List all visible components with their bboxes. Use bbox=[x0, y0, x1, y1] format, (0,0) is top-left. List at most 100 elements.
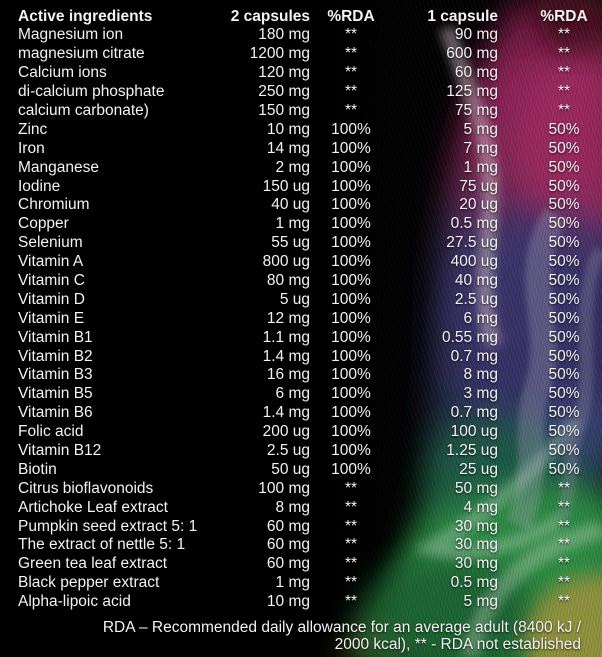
table-row: Iron 14 mg 100% 7 mg 50% bbox=[0, 139, 602, 158]
amount-2-capsules: 40 ug bbox=[271, 196, 310, 214]
rda-1-capsule: ** bbox=[557, 45, 571, 63]
amount-1-capsule: 90 mg bbox=[454, 26, 498, 44]
amount-1-capsule: 0.55 mg bbox=[441, 328, 498, 346]
ingredient-name: Pumpkin seed extract 5: 1 bbox=[18, 517, 198, 535]
ingredient-name: Selenium bbox=[18, 234, 83, 252]
rda-1-capsule: 50% bbox=[548, 253, 580, 271]
rda-1-capsule: 50% bbox=[548, 290, 580, 308]
ingredient-name: Artichoke Leaf extract bbox=[18, 498, 168, 516]
rda-2-capsules: 100% bbox=[331, 442, 371, 460]
rda-footnote-line2: 2000 kcal), ** - RDA not established bbox=[334, 636, 581, 654]
amount-2-capsules: 1200 mg bbox=[249, 45, 310, 63]
ingredient-name: Vitamin B12 bbox=[18, 442, 102, 460]
amount-2-capsules: 2 mg bbox=[275, 158, 310, 176]
rda-2-capsules: ** bbox=[344, 498, 358, 516]
rda-2-capsules: 100% bbox=[331, 347, 371, 365]
rda-1-capsule: 50% bbox=[548, 328, 580, 346]
amount-1-capsule: 1 mg bbox=[463, 158, 498, 176]
table-row: Black pepper extract 1 mg ** 0.5 mg ** bbox=[0, 574, 602, 593]
rda-2-capsules: 100% bbox=[331, 196, 371, 214]
table-row: Vitamin B1 1.1 mg 100% 0.55 mg 50% bbox=[0, 328, 602, 347]
ingredient-name: di-calcium phosphate bbox=[18, 83, 165, 101]
amount-1-capsule: 30 mg bbox=[454, 555, 498, 573]
amount-2-capsules: 250 mg bbox=[258, 83, 310, 101]
table-row: Vitamin D 5 ug 100% 2.5 ug 50% bbox=[0, 290, 602, 309]
table-row: Manganese 2 mg 100% 1 mg 50% bbox=[0, 158, 602, 177]
amount-2-capsules: 50 ug bbox=[271, 460, 310, 478]
amount-2-capsules: 1 mg bbox=[275, 574, 310, 592]
table-row: Vitamin E 12 mg 100% 6 mg 50% bbox=[0, 309, 602, 328]
ingredient-name: Vitamin B1 bbox=[18, 328, 93, 346]
rda-1-capsule: ** bbox=[557, 83, 571, 101]
ingredient-name: Vitamin B5 bbox=[18, 385, 93, 403]
amount-2-capsules: 12 mg bbox=[266, 309, 310, 327]
rda-2-capsules: ** bbox=[344, 83, 358, 101]
ingredient-name: Manganese bbox=[18, 158, 100, 176]
amount-1-capsule: 0.5 mg bbox=[450, 215, 498, 233]
table-row: Vitamin B12 2.5 ug 100% 1.25 ug 50% bbox=[0, 442, 602, 461]
amount-1-capsule: 5 mg bbox=[463, 120, 498, 138]
amount-1-capsule: 25 ug bbox=[459, 460, 498, 478]
rda-1-capsule: ** bbox=[557, 498, 571, 516]
amount-2-capsules: 120 mg bbox=[258, 64, 310, 82]
amount-2-capsules: 5 ug bbox=[279, 290, 310, 308]
amount-1-capsule: 20 ug bbox=[459, 196, 498, 214]
rda-1-capsule: ** bbox=[557, 555, 571, 573]
table-row: Vitamin B5 6 mg 100% 3 mg 50% bbox=[0, 385, 602, 404]
rda-1-capsule: 50% bbox=[548, 404, 580, 422]
rda-1-capsule: 50% bbox=[548, 366, 580, 384]
ingredient-name: calcium carbonate) bbox=[18, 102, 149, 119]
amount-2-capsules: 2.5 ug bbox=[266, 442, 310, 460]
table-row: Vitamin A 800 ug 100% 400 ug 50% bbox=[0, 253, 602, 272]
amount-1-capsule: 100 ug bbox=[450, 423, 498, 441]
ingredient-name: Vitamin B2 bbox=[18, 347, 93, 365]
rda-1-capsule: ** bbox=[557, 574, 571, 592]
amount-1-capsule: 75 mg bbox=[454, 102, 498, 119]
ingredient-name: Chromium bbox=[18, 196, 90, 214]
rda-1-capsule: 50% bbox=[548, 196, 580, 214]
ingredient-name: Vitamin A bbox=[18, 253, 84, 271]
rda-2-capsules: ** bbox=[344, 102, 358, 119]
rda-1-capsule: 50% bbox=[548, 158, 580, 176]
table-row: Calcium ions 120 mg ** 60 mg ** bbox=[0, 64, 602, 83]
amount-2-capsules: 55 ug bbox=[271, 234, 310, 252]
ingredient-name: Calcium ions bbox=[18, 64, 107, 82]
ingredient-name: Iron bbox=[18, 139, 45, 157]
table-row: Selenium 55 ug 100% 27.5 ug 50% bbox=[0, 234, 602, 253]
table-row: Vitamin B6 1.4 mg 100% 0.7 mg 50% bbox=[0, 404, 602, 423]
ingredient-name: Vitamin B3 bbox=[18, 366, 93, 384]
ingredient-name: Green tea leaf extract bbox=[18, 555, 168, 573]
header-active-ingredients: Active ingredients bbox=[18, 7, 153, 25]
amount-1-capsule: 60 mg bbox=[454, 64, 498, 82]
amount-2-capsules: 200 ug bbox=[262, 423, 310, 441]
ingredient-name: The extract of nettle 5: 1 bbox=[18, 536, 186, 554]
table-row: di-calcium phosphate 250 mg ** 125 mg ** bbox=[0, 83, 602, 102]
table-row: Copper 1 mg 100% 0.5 mg 50% bbox=[0, 215, 602, 234]
amount-2-capsules: 8 mg bbox=[275, 498, 310, 516]
amount-2-capsules: 1.4 mg bbox=[262, 404, 310, 422]
table-header: Active ingredients 2 capsules %RDA 1 cap… bbox=[0, 7, 602, 26]
amount-2-capsules: 180 mg bbox=[258, 26, 310, 44]
rda-1-capsule: ** bbox=[557, 102, 571, 119]
rda-2-capsules: ** bbox=[344, 593, 358, 611]
amount-2-capsules: 150 mg bbox=[258, 102, 310, 119]
rda-2-capsules: 100% bbox=[331, 139, 371, 157]
rda-2-capsules: ** bbox=[344, 64, 358, 82]
rda-1-capsule: 50% bbox=[548, 423, 580, 441]
table-row: Iodine 150 ug 100% 75 ug 50% bbox=[0, 177, 602, 196]
amount-1-capsule: 30 mg bbox=[454, 517, 498, 535]
amount-1-capsule: 0.7 mg bbox=[450, 404, 498, 422]
rda-2-capsules: ** bbox=[344, 45, 358, 63]
rda-1-capsule: 50% bbox=[548, 177, 580, 195]
header-rda-2-capsules: %RDA bbox=[327, 7, 375, 25]
rda-footnote-line1: RDA – Recommended daily allowance for an… bbox=[102, 618, 581, 636]
amount-1-capsule: 5 mg bbox=[463, 593, 498, 611]
ingredient-name: Iodine bbox=[18, 177, 61, 195]
ingredient-name: Vitamin E bbox=[18, 309, 85, 327]
rda-1-capsule: ** bbox=[557, 64, 571, 82]
table-row: magnesium citrate 1200 mg ** 600 mg ** bbox=[0, 45, 602, 64]
table-row: Biotin 50 ug 100% 25 ug 50% bbox=[0, 460, 602, 479]
amount-2-capsules: 14 mg bbox=[266, 139, 310, 157]
header-rda-1-capsule: %RDA bbox=[540, 7, 588, 25]
